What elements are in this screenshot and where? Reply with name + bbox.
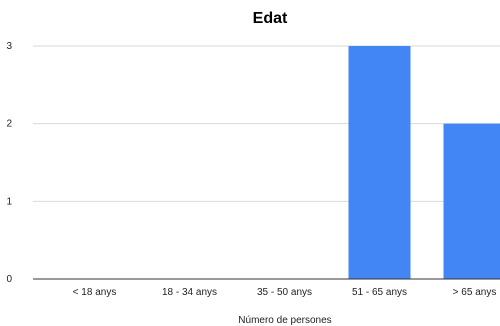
x-tick-label: 18 - 34 anys [162, 287, 217, 298]
bars [348, 46, 500, 280]
gridlines [33, 45, 500, 202]
x-tick-label: < 18 anys [73, 287, 117, 298]
x-tick-label: 51 - 65 anys [352, 287, 407, 298]
y-tick-label: 2 [6, 119, 12, 130]
x-tick-label: 35 - 50 anys [257, 287, 312, 298]
bar [443, 123, 500, 280]
x-tick-label: > 65 anys [453, 287, 497, 298]
x-axis-ticks: < 18 anys 18 - 34 anys 35 - 50 anys 51 - 65… [73, 287, 497, 298]
y-axis-ticks: 0 1 2 3 [6, 41, 12, 285]
chart-title: Edat [253, 10, 288, 27]
y-tick-label: 0 [6, 274, 12, 285]
y-tick-label: 1 [6, 196, 12, 207]
x-axis-title: Número de persones [238, 315, 331, 326]
bar [348, 46, 411, 279]
y-tick-label: 3 [6, 41, 12, 52]
